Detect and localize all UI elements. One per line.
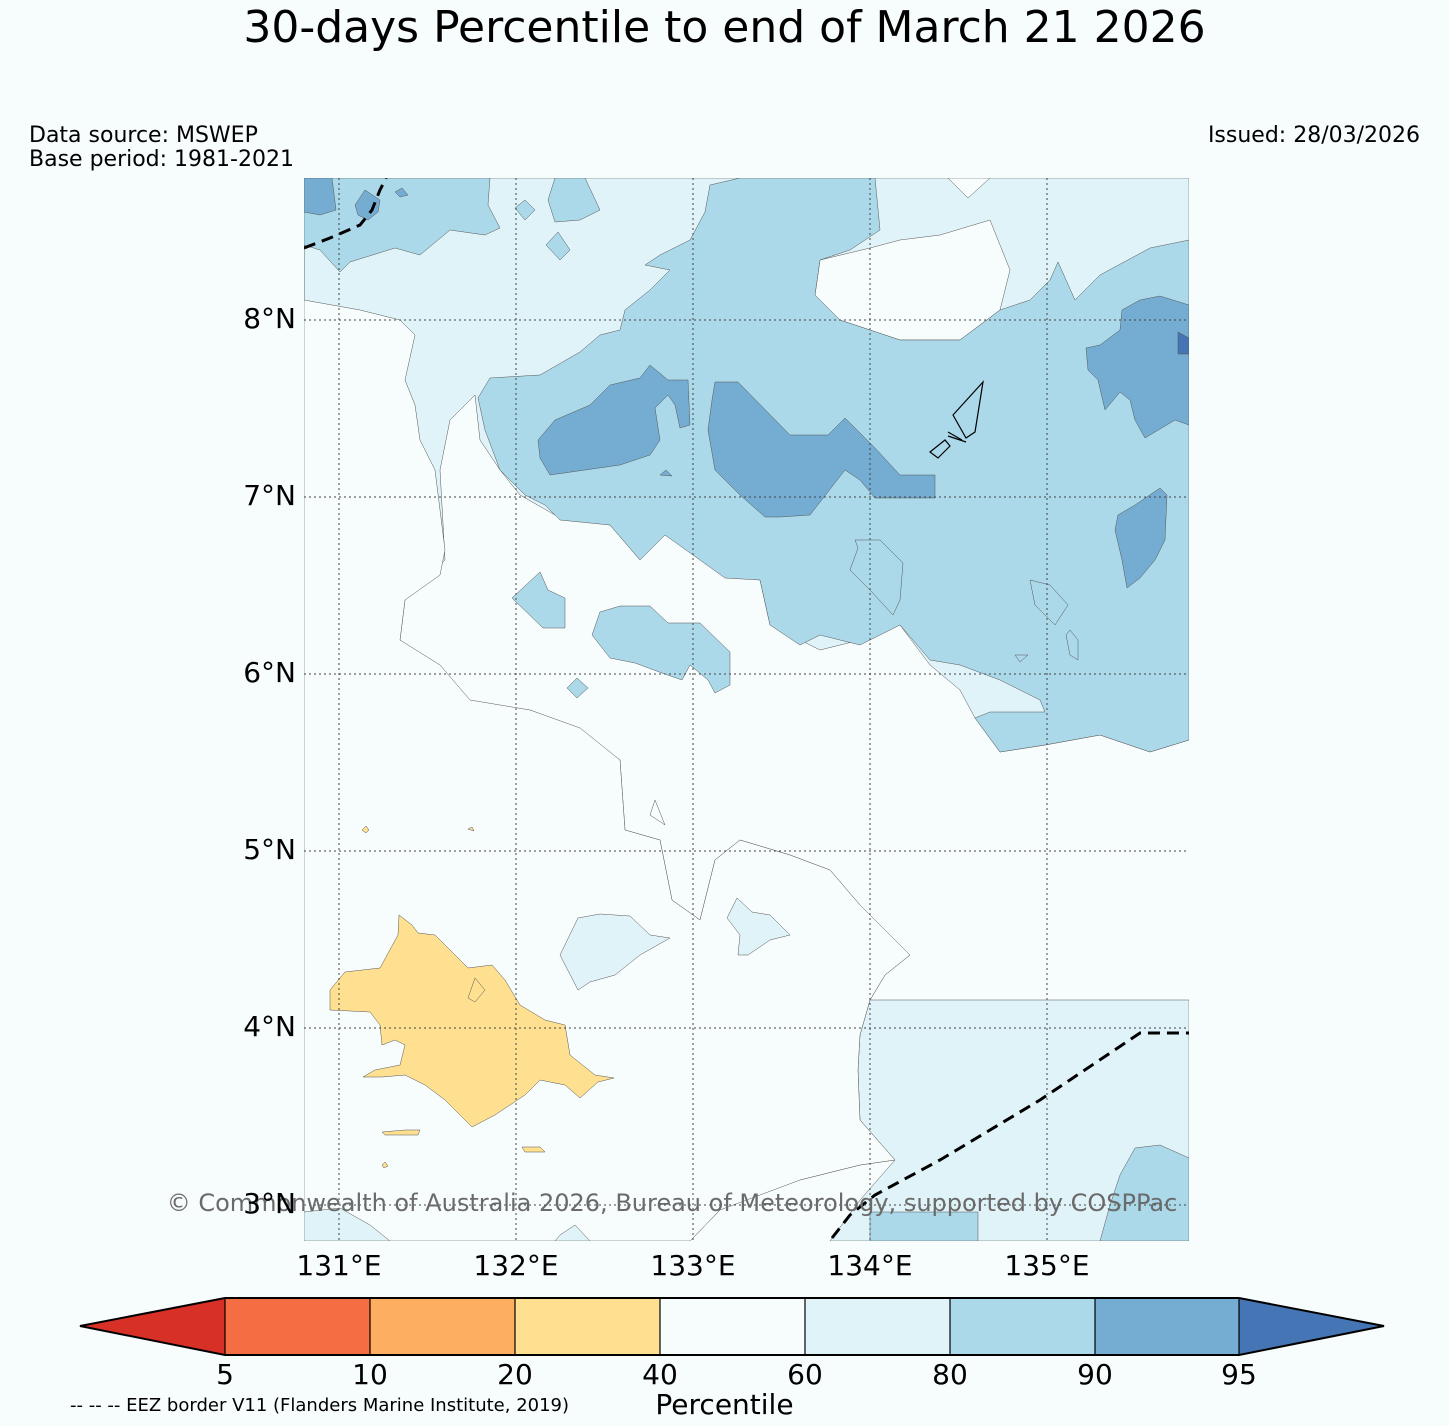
colorbar-tick-40: 40 bbox=[642, 1358, 678, 1391]
eez-legend-note: -- -- -- EEZ border V11 (Flanders Marine… bbox=[70, 1395, 570, 1416]
region-90-95-central bbox=[707, 381, 936, 518]
region-80-90-south-strip bbox=[869, 1211, 979, 1241]
colorbar-tick-5: 5 bbox=[216, 1358, 234, 1391]
colorbar-tick-20: 20 bbox=[497, 1358, 533, 1391]
region-40-60-hole-b bbox=[649, 799, 666, 826]
colorbar-segment-40-60 bbox=[660, 1298, 805, 1355]
region-20-40-sliver-a bbox=[381, 1129, 421, 1136]
region-90-95-east-b bbox=[1114, 487, 1168, 589]
colorbar-segment-90-95 bbox=[1095, 1298, 1239, 1355]
lon-label-131e: 131°E bbox=[296, 1249, 382, 1282]
region-20-40-sliver-b bbox=[521, 1146, 546, 1153]
lat-label-3n: 3°N bbox=[243, 1187, 296, 1220]
region-80-90-blob-c bbox=[545, 231, 571, 261]
region-20-40-dot-a bbox=[361, 825, 370, 834]
region-90-95-west bbox=[537, 364, 691, 476]
colorbar-segment-below-5 bbox=[80, 1298, 225, 1355]
region-80-90-blob-f bbox=[566, 677, 589, 699]
map-title: 30-days Percentile to end of March 21 20… bbox=[243, 2, 1206, 53]
lon-label-134e: 134°E bbox=[827, 1249, 913, 1282]
island-outline bbox=[929, 380, 984, 459]
issued-date: Issued: 28/03/2026 bbox=[1207, 123, 1420, 148]
colorbar-tick-60: 60 bbox=[787, 1358, 823, 1391]
colorbar-dividers bbox=[224, 1298, 1240, 1355]
region-80-90-blob-d bbox=[511, 571, 566, 629]
region-90-95-north-west bbox=[304, 178, 337, 216]
colorbar-tick-95: 95 bbox=[1221, 1358, 1257, 1391]
colorbar-tick-90: 90 bbox=[1077, 1358, 1113, 1391]
region-80-90-blob-a bbox=[547, 178, 601, 223]
region-60-80-patch-b bbox=[726, 897, 791, 956]
colorbar bbox=[79, 1297, 1385, 1356]
lon-label-132e: 132°E bbox=[473, 1249, 559, 1282]
lat-label-7n: 7°N bbox=[243, 479, 296, 512]
eez-border-north-west bbox=[304, 178, 388, 250]
region-90-95-nw-c bbox=[394, 187, 409, 198]
region-95-plus bbox=[1177, 331, 1189, 355]
colorbar-segment-80-90 bbox=[950, 1298, 1095, 1355]
region-80-90-blob-b bbox=[514, 199, 536, 221]
percentile-map bbox=[304, 178, 1189, 1241]
eez-border-south-east bbox=[830, 1031, 1189, 1239]
lat-label-4n: 4°N bbox=[243, 1010, 296, 1043]
copyright-notice: © Commonwealth of Australia 2026, Bureau… bbox=[167, 1189, 1178, 1217]
gridlines bbox=[304, 178, 1189, 1241]
region-60-80-patch-d bbox=[554, 1224, 591, 1241]
lat-label-6n: 6°N bbox=[243, 656, 296, 689]
lon-label-135e: 135°E bbox=[1004, 1249, 1090, 1282]
colorbar-segment-above-95 bbox=[1239, 1298, 1384, 1355]
colorbar-tick-10: 10 bbox=[352, 1358, 388, 1391]
region-90-95-nw-b bbox=[354, 189, 381, 221]
region-60-80-patch-a bbox=[559, 913, 671, 991]
region-20-40-main bbox=[329, 914, 615, 1128]
colorbar-label: Percentile bbox=[655, 1388, 794, 1421]
lat-label-5n: 5°N bbox=[243, 833, 296, 866]
region-60-80-patch-c bbox=[304, 1207, 391, 1241]
region-90-95-tiny bbox=[659, 469, 673, 477]
colorbar-segment-60-80 bbox=[805, 1298, 950, 1355]
region-20-40-dot-b bbox=[467, 826, 475, 832]
lat-label-8n: 8°N bbox=[243, 302, 296, 335]
colorbar-segment-5-10 bbox=[225, 1298, 370, 1355]
base-period: Base period: 1981-2021 bbox=[29, 147, 294, 172]
colorbar-segment-20-40 bbox=[515, 1298, 660, 1355]
region-80-90-south-east bbox=[1099, 1144, 1189, 1241]
region-40-60-north-hole bbox=[947, 178, 991, 199]
data-source: Data source: MSWEP bbox=[29, 123, 258, 148]
colorbar-segment-10-20 bbox=[370, 1298, 515, 1355]
region-80-90-blob-e bbox=[591, 605, 731, 694]
metadata-left: Data source: MSWEP Base period: 1981-202… bbox=[29, 124, 294, 172]
region-80-90-north-west bbox=[304, 178, 501, 273]
lon-label-133e: 133°E bbox=[650, 1249, 736, 1282]
region-90-95-east bbox=[1085, 295, 1189, 439]
colorbar-tick-80: 80 bbox=[932, 1358, 968, 1391]
region-20-40-dot-c bbox=[381, 1161, 389, 1169]
